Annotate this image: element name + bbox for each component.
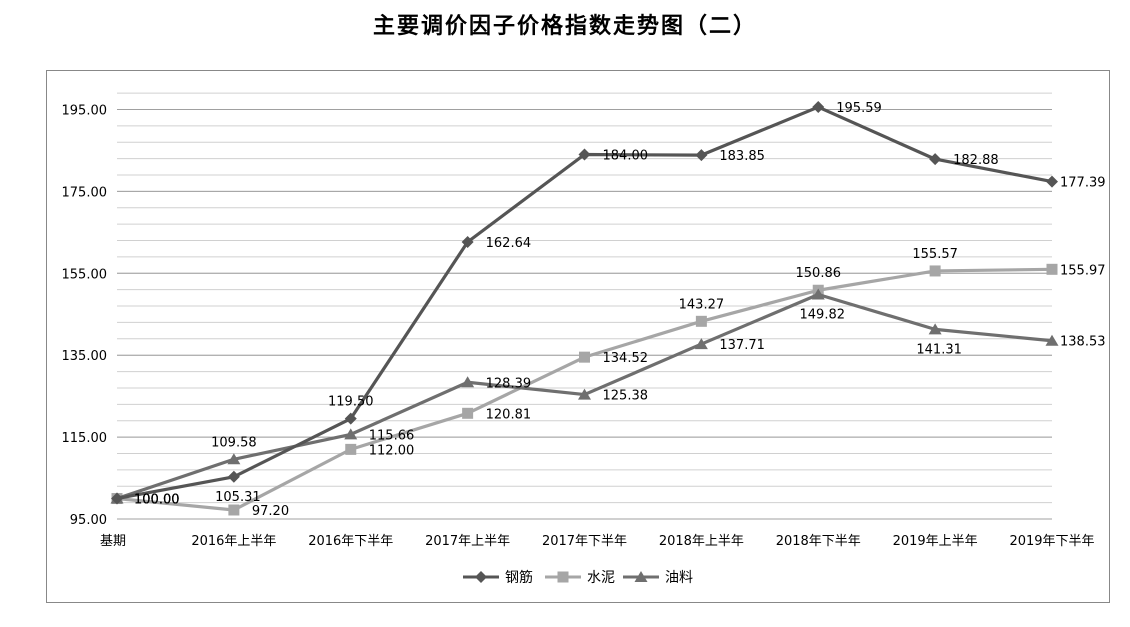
x-tick-label: 2018年上半年 (659, 534, 744, 549)
chart-frame (46, 70, 1110, 603)
data-label: 105.31 (215, 490, 261, 505)
data-label: 119.50 (328, 395, 374, 410)
square-marker (228, 504, 240, 516)
x-tick-label: 2016年上半年 (191, 534, 276, 549)
square-marker (695, 315, 707, 327)
legend-label: 水泥 (587, 570, 615, 586)
x-tick-label: 2017年下半年 (542, 534, 627, 549)
diamond-marker (461, 235, 474, 248)
data-label: 100.00 (134, 493, 180, 508)
data-label: 162.64 (486, 236, 532, 251)
data-label: 141.31 (916, 342, 962, 357)
x-tick-label: 2016年下半年 (308, 534, 393, 549)
x-tick-label: 2019年下半年 (1009, 534, 1094, 549)
data-label: 182.88 (953, 153, 999, 168)
y-tick-label: 195.00 (62, 103, 108, 118)
data-label: 128.39 (486, 376, 532, 391)
chart-title: 主要调价因子价格指数走势图（二） (372, 13, 757, 39)
data-label: 109.58 (211, 435, 257, 450)
data-label: 184.00 (603, 149, 649, 164)
x-tick-label: 2019年上半年 (893, 534, 978, 549)
x-tick-label: 2017年上半年 (425, 534, 510, 549)
triangle-marker (461, 376, 475, 388)
diamond-marker (929, 153, 942, 166)
data-label: 97.20 (252, 504, 289, 519)
series-line-钢筋 (116, 105, 1053, 501)
diamond-marker (578, 148, 591, 161)
triangle-marker (344, 428, 358, 440)
data-label: 115.66 (369, 428, 415, 443)
data-label: 125.38 (603, 389, 649, 404)
data-label: 137.71 (719, 338, 765, 353)
square-marker (929, 265, 941, 277)
y-tick-label: 135.00 (62, 349, 108, 364)
data-label: 134.52 (603, 351, 649, 366)
y-tick-label: 115.00 (62, 431, 108, 446)
data-label: 100.00 (134, 493, 180, 508)
data-label: 195.59 (836, 101, 882, 116)
triangle-marker (1045, 334, 1059, 346)
data-label: 112.00 (369, 443, 415, 458)
legend-triangle-marker (634, 571, 648, 582)
x-tick-label: 基期 (100, 534, 126, 549)
data-label: 149.82 (800, 307, 846, 322)
legend-square-marker (557, 571, 569, 583)
square-marker (1046, 263, 1058, 275)
diamond-marker (812, 101, 825, 114)
square-marker (579, 351, 590, 363)
diamond-marker (227, 470, 240, 483)
data-label: 177.39 (1060, 176, 1106, 191)
triangle-marker (928, 323, 942, 335)
diamond-marker (1046, 175, 1058, 188)
y-tick-label: 175.00 (62, 185, 108, 200)
x-tick-label: 2018年下半年 (776, 534, 861, 549)
data-label: 155.57 (912, 247, 958, 262)
data-label: 120.81 (486, 407, 532, 422)
data-label: 100.00 (134, 493, 180, 508)
triangle-marker (811, 288, 825, 300)
data-label: 155.97 (1060, 263, 1106, 278)
data-label: 183.85 (719, 149, 765, 164)
triangle-marker (227, 453, 241, 465)
diamond-marker (111, 492, 123, 505)
y-tick-label: 95.00 (70, 513, 107, 528)
y-tick-label: 155.00 (62, 267, 108, 282)
diamond-marker (344, 412, 357, 425)
data-label: 138.53 (1060, 335, 1106, 350)
triangle-marker (578, 388, 591, 400)
data-label: 150.86 (796, 266, 842, 281)
legend-label: 油料 (665, 570, 693, 586)
legend-label: 钢筋 (505, 569, 533, 586)
diamond-marker (695, 149, 708, 162)
triangle-marker (694, 338, 708, 350)
data-label: 143.27 (679, 297, 725, 312)
square-marker (462, 407, 474, 419)
legend-diamond-marker (475, 571, 487, 583)
square-marker (345, 443, 357, 455)
